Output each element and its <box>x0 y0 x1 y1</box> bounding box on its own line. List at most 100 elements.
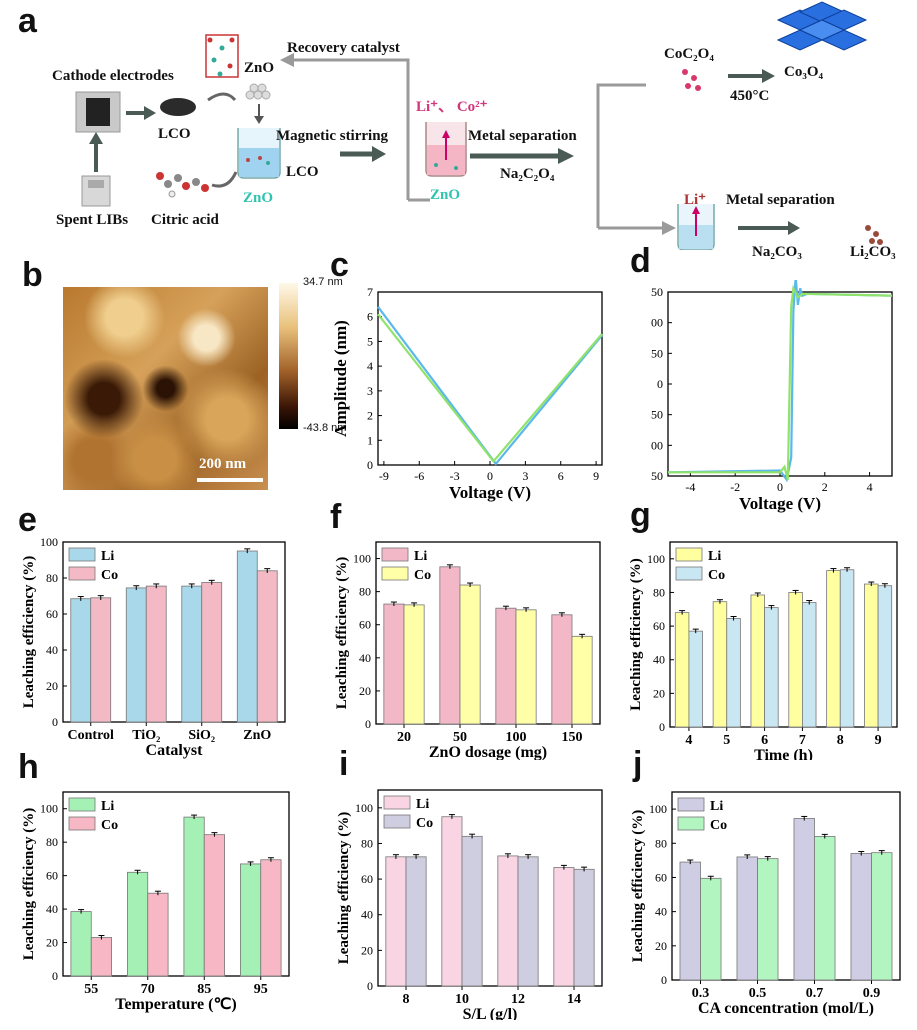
e-bar-co-2 <box>201 582 223 723</box>
f-bar-co-0 <box>403 604 425 725</box>
e-bar-li-1 <box>125 587 147 723</box>
c-x-tick-label: 3 <box>522 469 528 483</box>
g-x-axis-title: Time (h) <box>754 747 813 760</box>
j-legend-label-li: Li <box>710 799 723 814</box>
c-y-tick-label: 0 <box>367 458 373 472</box>
j-y-tick-label: 80 <box>655 836 667 850</box>
e-x-tick-label: ZnO <box>243 728 271 743</box>
label-zno-small: ZnO <box>243 190 274 206</box>
label-li2co3: Li₂CO₃ <box>850 244 896 260</box>
j-bar-co-0 <box>700 877 722 981</box>
d-series-line-0 <box>667 280 893 483</box>
i-bar-li-0 <box>385 856 407 987</box>
j-bar-co-3 <box>871 852 893 981</box>
c-x-tick-label: 6 <box>558 469 564 483</box>
c-x-tick-label: 0 <box>487 469 493 483</box>
f-bar-li-2 <box>495 607 517 725</box>
g-bar-co-4 <box>839 569 855 728</box>
h-bar-li-0 <box>70 911 92 977</box>
g-bar-li-2 <box>750 594 765 728</box>
i-y-tick-label: 60 <box>361 872 373 886</box>
g-bar-li-0 <box>674 612 690 728</box>
chart-c-amplitude: -9 -6 -3 0 3 6 9 0 1 2 3 4 5 6 7 Voltage (V) Amplitude (… <box>331 285 603 502</box>
label-coc2o4: CoC₂O₄ <box>664 46 714 62</box>
e-bar-li-2 <box>181 585 203 723</box>
f-legend-swatch-li <box>381 547 409 562</box>
j-bar-li-3 <box>850 853 872 981</box>
j-bar-co-2 <box>814 836 836 981</box>
panel-letter-h: h <box>18 748 39 786</box>
c-x-tick-label: -9 <box>379 469 389 483</box>
i-y-axis-title: Leaching efficiency (%) <box>336 812 352 964</box>
e-bar-co-1 <box>145 585 167 723</box>
panel-letter-a: a <box>18 2 37 40</box>
d-plot-frame <box>667 291 893 477</box>
j-x-tick-label: 0.9 <box>863 986 881 1001</box>
panel-letter-c: c <box>330 246 349 284</box>
e-x-tick-label: SiO₂ <box>188 728 215 743</box>
f-x-tick-label: 50 <box>453 730 467 745</box>
h-bar-co-0 <box>90 937 112 977</box>
afm-colorbar-max: 34.7 nm <box>303 276 343 288</box>
g-x-tick-label: 7 <box>799 733 806 748</box>
h-bar-li-1 <box>127 871 149 977</box>
label-metal-separation-1: Metal separation <box>468 128 577 144</box>
i-bar-co-0 <box>405 856 427 987</box>
f-bar-co-3 <box>571 635 593 725</box>
chart-e-catalyst: 0 20 40 60 80 100 Control TiO₂ SiO₂ ZnO Li Co Cataly… <box>21 535 286 759</box>
li2co3-dots <box>865 225 883 245</box>
g-bar-co-1 <box>726 618 741 728</box>
h-x-tick-label: 70 <box>141 982 155 997</box>
panel-letter-i: i <box>339 745 349 783</box>
j-legend-label-co: Co <box>710 818 727 833</box>
d-x-tick-label: -2 <box>730 480 740 494</box>
g-x-tick-label: 6 <box>761 733 768 748</box>
label-na2c2o4: Na₂C₂O₄ <box>500 166 555 182</box>
g-legend-label-li: Li <box>708 549 721 564</box>
i-legend-swatch-co <box>383 814 411 829</box>
g-legend-swatch-li <box>675 547 703 562</box>
g-y-tick-label: 100 <box>647 552 665 566</box>
j-legend-swatch-li <box>677 797 705 812</box>
i-bar-li-1 <box>441 816 463 987</box>
i-legend-label-li: Li <box>416 797 429 812</box>
j-y-tick-label: 0 <box>661 973 667 987</box>
i-y-tick-label: 80 <box>361 836 373 850</box>
afm-colorbar <box>279 283 298 429</box>
j-bar-co-1 <box>757 858 779 981</box>
g-bar-co-5 <box>877 585 893 728</box>
label-zno-beaker: ZnO <box>430 187 461 203</box>
f-legend-label-co: Co <box>414 568 431 583</box>
label-lco-2: LCO <box>286 164 319 180</box>
j-bar-li-0 <box>679 861 701 981</box>
i-x-axis-title: S/L (g/l) <box>463 1006 518 1020</box>
f-y-tick-label: 60 <box>359 618 371 632</box>
label-cathode-electrodes: Cathode electrodes <box>52 68 174 84</box>
d-y-tick-label: 00 <box>651 438 663 452</box>
d-x-axis-title: Voltage (V) <box>739 494 821 513</box>
g-y-tick-label: 20 <box>653 686 665 700</box>
zno-crystal-structure <box>205 34 239 78</box>
i-x-tick-label: 8 <box>403 992 410 1007</box>
c-y-tick-label: 1 <box>367 433 373 447</box>
d-x-tick-label: 0 <box>777 480 783 494</box>
i-x-tick-label: 12 <box>511 992 525 1007</box>
recovery-arrow <box>290 58 410 200</box>
e-y-axis-title: Leaching efficiency (%) <box>21 556 37 708</box>
label-zno-top: ZnO <box>244 60 275 76</box>
d-x-tick-label: -4 <box>685 480 695 494</box>
afm-scale-bar <box>197 478 263 482</box>
label-recovery-catalyst: Recovery catalyst <box>287 40 400 56</box>
h-bar-li-3 <box>240 863 262 977</box>
f-bar-li-3 <box>551 614 573 725</box>
f-y-tick-label: 20 <box>359 684 371 698</box>
g-bar-co-2 <box>764 607 779 728</box>
c-x-tick-label: -6 <box>414 469 424 483</box>
g-y-tick-label: 80 <box>653 585 665 599</box>
g-legend-label-co: Co <box>708 568 725 583</box>
e-x-axis-title: Catalyst <box>146 742 204 759</box>
i-y-tick-label: 0 <box>367 979 373 993</box>
c-y-tick-label: 2 <box>367 409 373 423</box>
i-plot-frame <box>377 789 603 987</box>
label-lco: LCO <box>158 126 191 142</box>
